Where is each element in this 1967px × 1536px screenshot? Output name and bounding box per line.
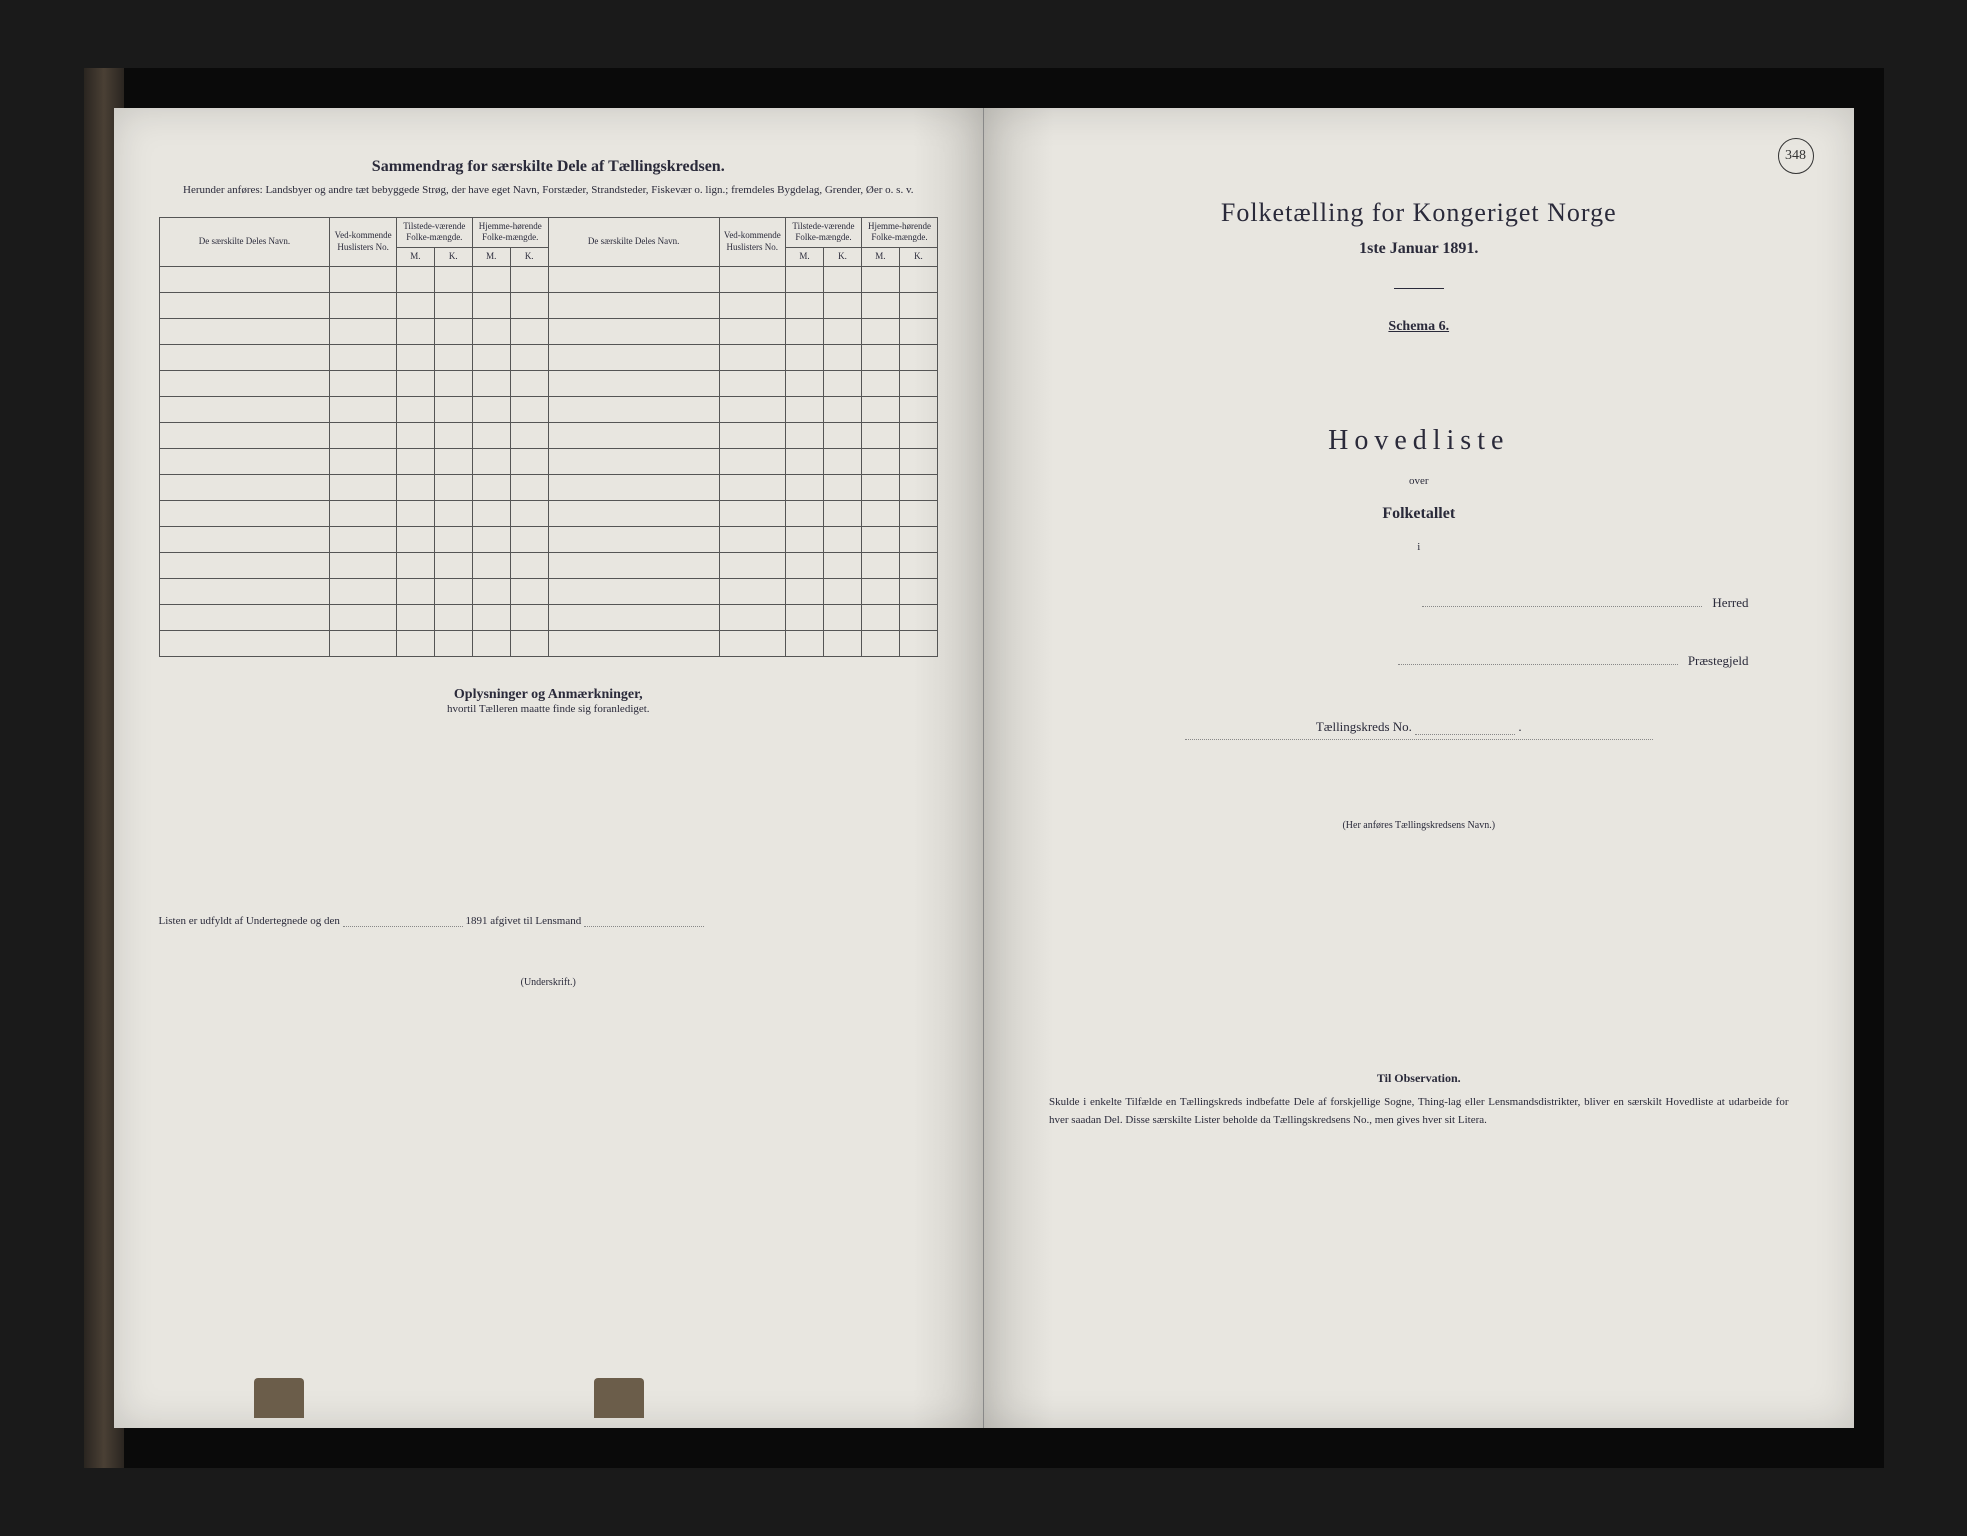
table-row xyxy=(159,318,938,344)
herred-field: Herred xyxy=(1029,593,1809,611)
navn-note: (Her anføres Tællingskredsens Navn.) xyxy=(1029,820,1809,831)
left-section-subtitle: Herunder anføres: Landsbyer og andre tæt… xyxy=(159,182,939,199)
over-label: over xyxy=(1029,475,1809,487)
table-row xyxy=(159,292,938,318)
signature-label: (Underskrift.) xyxy=(159,977,939,988)
census-title: Folketælling for Kongeriget Norge xyxy=(1029,198,1809,228)
footer-year: 1891 afgivet til Lensmand xyxy=(465,915,581,927)
book-clip xyxy=(594,1378,644,1418)
observation-title: Til Observation. xyxy=(1029,1071,1809,1086)
table-body xyxy=(159,266,938,656)
table-row xyxy=(159,396,938,422)
th-k: K. xyxy=(823,247,861,266)
census-summary-table: De særskilte Deles Navn. Ved-kommende Hu… xyxy=(159,217,939,657)
footer-prefix: Listen er udfyldt af Undertegnede og den xyxy=(159,915,340,927)
herred-label: Herred xyxy=(1712,595,1748,611)
th-tilstede-2: Tilstede-værende Folke-mængde. xyxy=(786,217,862,247)
observation-section: Til Observation. Skulde i enkelte Tilfæl… xyxy=(1029,1071,1809,1129)
navn-blank-line xyxy=(1185,739,1653,740)
annotations-title: Oplysninger og Anmærkninger, xyxy=(159,687,939,703)
census-date: 1ste Januar 1891. xyxy=(1029,240,1809,258)
th-k: K. xyxy=(899,247,937,266)
left-section-title: Sammendrag for særskilte Dele af Tælling… xyxy=(159,158,939,176)
praestegjeld-blank xyxy=(1398,651,1678,665)
footer-blank-date xyxy=(343,915,463,927)
book-clip xyxy=(254,1378,304,1418)
folketallet-label: Folketallet xyxy=(1029,505,1809,523)
divider xyxy=(1394,288,1444,289)
annotations-subtitle: hvortil Tælleren maatte finde sig foranl… xyxy=(159,703,939,715)
th-k: K. xyxy=(434,247,472,266)
th-name-1: De særskilte Deles Navn. xyxy=(159,217,330,266)
observation-body: Skulde i enkelte Tilfælde en Tællingskre… xyxy=(1029,1094,1809,1129)
th-k: K. xyxy=(510,247,548,266)
herred-blank xyxy=(1422,593,1702,607)
praestegjeld-field: Præstegjeld xyxy=(1029,651,1809,669)
table-row xyxy=(159,630,938,656)
th-no-1: Ved-kommende Huslisters No. xyxy=(330,217,396,266)
th-m: M. xyxy=(472,247,510,266)
footer-blank-lensmand xyxy=(584,915,704,927)
table-row xyxy=(159,422,938,448)
page-number: 348 xyxy=(1778,138,1814,174)
table-row xyxy=(159,370,938,396)
table-row xyxy=(159,500,938,526)
th-name-2: De særskilte Deles Navn. xyxy=(548,217,719,266)
table-row xyxy=(159,448,938,474)
i-label: i xyxy=(1029,541,1809,553)
th-tilstede-1: Tilstede-værende Folke-mængde. xyxy=(396,217,472,247)
table-row xyxy=(159,266,938,292)
th-m: M. xyxy=(396,247,434,266)
th-no-2: Ved-kommende Huslisters No. xyxy=(719,217,785,266)
table-row xyxy=(159,578,938,604)
table-row xyxy=(159,604,938,630)
th-m: M. xyxy=(861,247,899,266)
th-hjemme-1: Hjemme-hørende Folke-mængde. xyxy=(472,217,548,247)
table-row xyxy=(159,552,938,578)
praestegjeld-label: Præstegjeld xyxy=(1688,653,1749,669)
table-row xyxy=(159,344,938,370)
left-page: Sammendrag for særskilte Dele af Tælling… xyxy=(114,108,985,1428)
right-page: 348 Folketælling for Kongeriget Norge 1s… xyxy=(984,108,1854,1428)
table-row xyxy=(159,526,938,552)
kreds-label: Tællingskreds No. xyxy=(1316,719,1412,734)
schema-label: Schema 6. xyxy=(1029,319,1809,335)
th-hjemme-2: Hjemme-hørende Folke-mængde. xyxy=(861,217,937,247)
kreds-blank xyxy=(1415,723,1515,735)
table-row xyxy=(159,474,938,500)
hovedliste-heading: Hovedliste xyxy=(1029,425,1809,457)
footer-attestation: Listen er udfyldt af Undertegnede og den… xyxy=(159,915,939,927)
th-m: M. xyxy=(786,247,824,266)
kreds-row: Tællingskreds No. . xyxy=(1029,719,1809,735)
book-spread: Sammendrag for særskilte Dele af Tælling… xyxy=(84,68,1884,1468)
